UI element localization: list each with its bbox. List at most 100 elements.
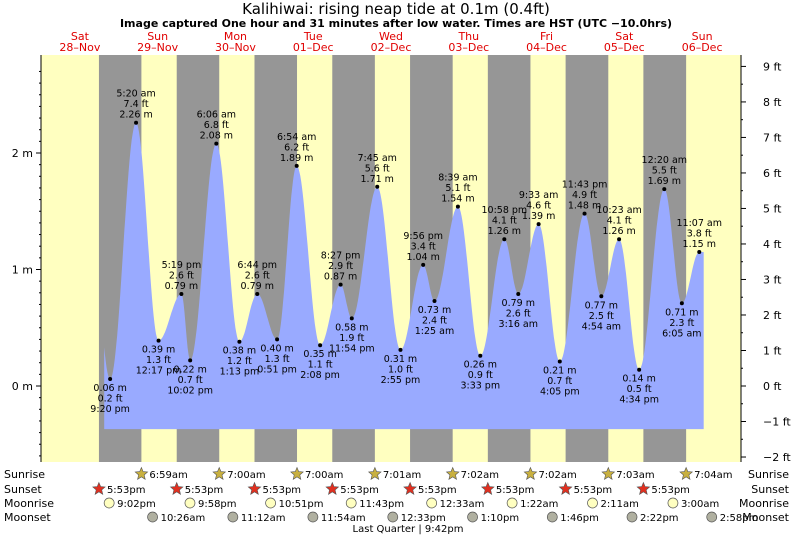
moonset-time: 2:58pm <box>720 513 759 524</box>
tide-extreme-point <box>679 301 684 306</box>
sun-moon-events: Sunrise Sunrise 6:59am 7:00am 7:00am 7:01am 7:… <box>4 466 790 535</box>
tide-annotation-line: 0.79 m <box>165 281 198 292</box>
tide-extreme-point <box>255 291 260 296</box>
tide-annotation-line: 2.4 ft <box>422 315 447 326</box>
right-tick-label: 3 ft <box>763 273 782 286</box>
tide-annotation-line: 2.26 m <box>119 110 152 121</box>
tide-annotation-line: 8:39 am <box>438 173 477 184</box>
moonrise-icon <box>184 497 196 509</box>
tide-annotation-line: 10:58 pm <box>481 205 527 216</box>
day-name: Sat <box>71 30 90 43</box>
tide-annotation-line: 3:16 am <box>499 319 538 330</box>
moonrise-row-label-right: Moonrise <box>739 497 789 510</box>
sunrise-row-label-right: Sunrise <box>748 468 789 481</box>
tide-annotation: 0.40 m1.3 ft0:51 pm <box>257 343 297 375</box>
tide-annotation: 5:20 am7.4 ft2.26 m <box>116 89 155 121</box>
tide-annotation-line: 0.5 ft <box>627 384 652 395</box>
tide-annotation: 0.71 m2.3 ft6:05 am <box>662 307 701 339</box>
right-tick-label: −1 ft <box>763 416 791 429</box>
sunrise-time: 7:02am <box>461 470 499 481</box>
tide-annotation: 0.14 m0.5 ft4:34 pm <box>619 374 659 406</box>
tide-annotation-line: 0.26 m <box>464 360 497 371</box>
moonset-time: 2:22pm <box>640 513 679 524</box>
tide-annotation-line: 0.22 m <box>173 364 206 375</box>
tide-annotation-line: 10:23 am <box>596 205 641 216</box>
right-tick-label: 2 ft <box>763 309 782 322</box>
tide-extreme-point <box>188 358 193 363</box>
sunrise-icon <box>290 466 304 480</box>
tide-annotation-line: 1.39 m <box>522 211 555 222</box>
tide-annotation-line: 0.21 m <box>543 366 576 377</box>
sunrise-icon <box>679 466 694 480</box>
tide-annotation-line: 2.3 ft <box>669 318 694 329</box>
moonset-icon <box>147 511 158 523</box>
sunrise-icon <box>601 466 616 480</box>
day-name: Thu <box>457 30 479 43</box>
tide-annotation-line: 5.5 ft <box>652 166 677 177</box>
sunrise-icon <box>134 466 149 480</box>
sunrise-time: 7:01am <box>383 470 421 481</box>
tide-annotation-line: 0.40 m <box>260 343 293 354</box>
tide-annotation: 0.79 m2.6 ft3:16 am <box>499 298 538 330</box>
moonset-icon <box>227 511 239 523</box>
day-date: 06–Dec <box>682 41 723 54</box>
left-tick-label: 1 m <box>12 264 33 277</box>
moonset-time: 11:54am <box>321 513 366 524</box>
day-name: Sat <box>615 30 634 43</box>
tide-extreme-point <box>338 282 343 287</box>
tide-annotation-line: 5.6 ft <box>365 163 390 174</box>
tide-annotation-line: 6:05 am <box>662 328 701 339</box>
tide-annotation-line: 11:54 pm <box>329 343 375 354</box>
tide-annotation-line: 0.77 m <box>585 300 618 311</box>
sunset-time: 5:53pm <box>496 485 535 496</box>
tide-annotation: 10:23 am4.1 ft1.26 m <box>596 205 641 237</box>
moonrise-icon <box>345 497 357 509</box>
moonrise-time: 9:58pm <box>198 499 237 510</box>
tide-annotation-line: 12:17 pm <box>136 366 182 377</box>
tide-annotation-line: 6:06 am <box>197 110 236 121</box>
tide-extreme-point <box>398 347 403 352</box>
tide-annotation-line: 1.2 ft <box>227 356 252 367</box>
tide-extreme-point <box>557 359 562 364</box>
moonrise-time: 1:22am <box>520 499 558 510</box>
moonrise-icon <box>667 497 679 509</box>
tide-annotation-line: 6.2 ft <box>284 142 309 153</box>
plot-frame <box>40 55 742 462</box>
sunset-icon <box>403 481 417 495</box>
right-tick-label: 9 ft <box>763 60 782 73</box>
tide-annotation-line: 1.71 m <box>361 174 394 185</box>
tide-annotation: 9:56 pm3.4 ft1.04 m <box>403 231 443 263</box>
tide-annotation-line: 4.1 ft <box>607 216 632 227</box>
tide-annotation-line: 9:20 pm <box>90 404 130 415</box>
tide-annotation-line: 1.54 m <box>441 194 474 205</box>
tide-annotation: 0.21 m0.7 ft4:05 pm <box>540 366 580 398</box>
tide-annotation-line: 5:19 pm <box>162 260 202 271</box>
tide-extreme-point <box>156 338 161 343</box>
sunset-time: 5:53pm <box>340 485 379 496</box>
tide-annotation-line: 0.73 m <box>418 305 451 316</box>
day-date: 28–Nov <box>59 41 100 54</box>
tide-annotation-line: 2.9 ft <box>328 261 353 272</box>
tide-annotation-line: 9:56 pm <box>403 231 443 242</box>
moonrise-time: 11:43pm <box>359 499 404 510</box>
tide-extreme-point <box>294 163 299 168</box>
tide-annotation-line: 0.7 ft <box>178 375 203 386</box>
tide-extreme-point <box>502 237 507 242</box>
tide-extreme-point <box>662 187 667 192</box>
left-tick-label: 0 m <box>12 380 33 393</box>
moonset-icon <box>307 511 319 523</box>
tide-area-path <box>104 122 704 430</box>
day-date: 03–Dec <box>448 41 489 54</box>
tide-extreme-point <box>637 367 642 372</box>
tide-extreme-point <box>582 211 587 216</box>
tide-annotation-line: 10:02 pm <box>167 385 213 396</box>
tide-extreme-point <box>455 204 460 209</box>
moonset-icon <box>706 511 718 523</box>
tide-extreme-point <box>421 262 426 267</box>
sunset-icon <box>247 481 262 495</box>
sunrise-time: 7:00am <box>305 470 343 481</box>
chart-title: Kalihiwai: rising neap tide at 0.1m (0.4… <box>242 0 550 18</box>
day-date: 02–Dec <box>371 41 412 54</box>
right-tick-label: −2 ft <box>763 451 791 464</box>
